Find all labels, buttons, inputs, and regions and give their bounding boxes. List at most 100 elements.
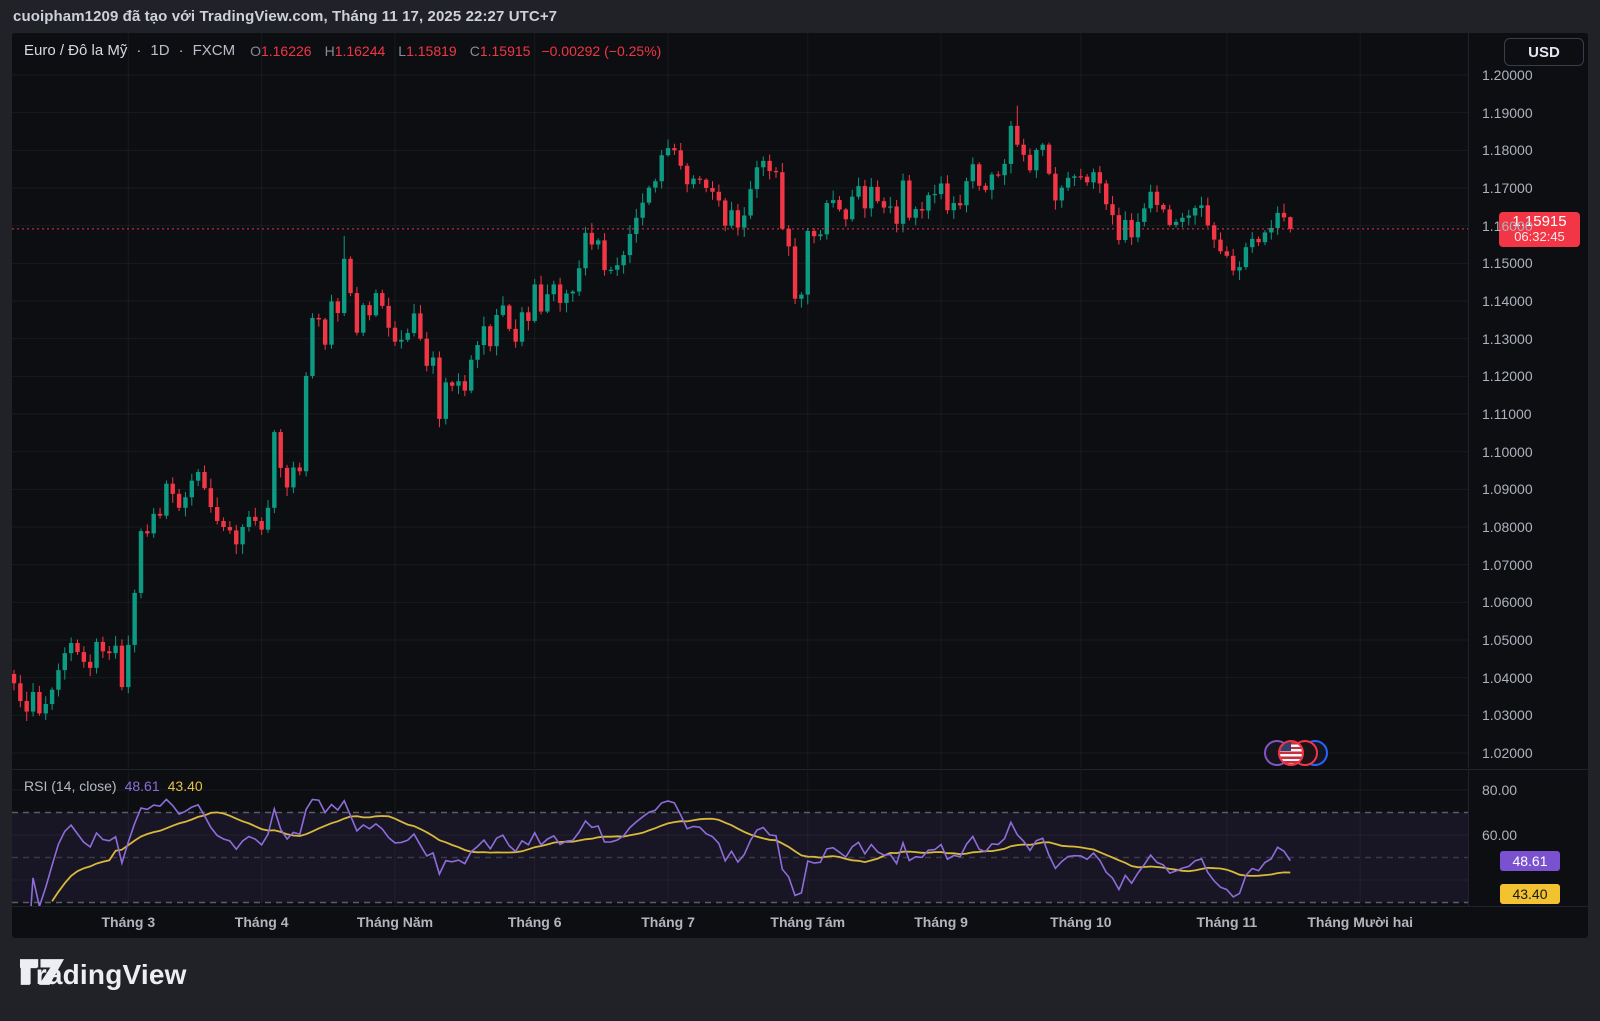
candle-body	[1148, 191, 1153, 209]
candle-body	[380, 293, 385, 306]
last-price-value: 1.15915	[1512, 212, 1567, 230]
candle-body	[869, 186, 874, 209]
price-tick-label: 1.07000	[1482, 556, 1533, 573]
candle-body	[430, 357, 436, 366]
candle-body	[462, 381, 468, 391]
candle-body	[697, 178, 702, 180]
candle-body	[68, 643, 74, 654]
candle-body	[634, 217, 639, 234]
price-tick-label: 1.06000	[1482, 594, 1533, 611]
attribution-bar: cuoipham1209 đã tạo với TradingView.com,…	[0, 0, 1600, 33]
candle-body	[500, 305, 506, 315]
candles-layer	[12, 105, 1293, 721]
candlestick-chart[interactable]	[12, 33, 1468, 768]
candle-body	[786, 228, 791, 247]
candle-body	[469, 359, 474, 391]
rsi-ma-value-badge: 43.40	[1500, 884, 1560, 905]
candle-body	[761, 160, 766, 168]
candle-body	[322, 319, 328, 345]
price-tick-label: 1.13000	[1482, 330, 1533, 347]
price-tick-label: 1.12000	[1482, 368, 1533, 385]
candle-body	[234, 530, 239, 545]
candle-body	[392, 327, 398, 342]
candle-body	[862, 186, 868, 209]
candle-body	[1110, 204, 1115, 216]
candle-body	[183, 497, 188, 508]
candle-body	[665, 148, 671, 156]
candle-body	[399, 339, 404, 342]
candle-body	[602, 240, 607, 271]
candle-body	[1084, 176, 1090, 183]
candle-body	[56, 670, 61, 690]
candle-body	[1161, 204, 1166, 210]
ohlc-item: L1.15819	[398, 42, 457, 59]
candle-body	[1262, 232, 1268, 243]
candle-body	[329, 301, 334, 345]
candle-body	[88, 661, 93, 668]
candle-body	[970, 164, 976, 182]
candle-body	[735, 210, 741, 228]
candle-body	[907, 180, 912, 218]
candle-body	[945, 183, 950, 211]
ohlc-item: C1.15915	[469, 42, 531, 59]
candle-body	[1231, 255, 1236, 271]
candle-body	[1034, 149, 1039, 171]
main-chart-pane[interactable]: Euro / Đô la Mỹ · 1D · FXCM O1.16226 H1.1…	[12, 33, 1468, 768]
candle-body	[49, 689, 55, 705]
candle-body	[748, 189, 753, 216]
candle-body	[1186, 215, 1191, 218]
rsi-value: 48.61	[124, 778, 160, 794]
candle-body	[221, 520, 226, 528]
month-label: Tháng 4	[234, 914, 289, 930]
candle-body	[94, 641, 99, 668]
us-flag-icon[interactable]	[1278, 740, 1304, 766]
time-scale[interactable]: Tháng 3 Tháng 4 Tháng Năm Tháng 6 Tháng 7 Thá…	[12, 906, 1468, 938]
rsi-plot[interactable]	[12, 770, 1468, 906]
candle-body	[113, 645, 118, 654]
candle-body	[1256, 238, 1261, 243]
candle-body	[1237, 267, 1242, 271]
candle-body	[354, 293, 360, 333]
candle-body	[957, 203, 963, 206]
economic-event-markers[interactable]	[1264, 739, 1334, 767]
candle-body	[913, 209, 918, 218]
pane-separator[interactable]	[12, 769, 1588, 770]
candle-body	[894, 206, 899, 224]
rsi-value-badge: 48.61	[1500, 850, 1560, 871]
candle-body	[75, 643, 80, 653]
candle-body	[996, 174, 1001, 176]
candle-body	[62, 653, 67, 671]
rsi-scale[interactable]: 48.61 43.40 80.00 60.00	[1468, 770, 1588, 906]
candle-body	[284, 467, 290, 488]
candle-body	[456, 381, 461, 386]
price-tick-label: 1.17000	[1482, 180, 1533, 196]
candle-body	[729, 210, 734, 226]
candle-body	[964, 181, 969, 206]
candle-body	[145, 531, 150, 534]
rsi-pane[interactable]: RSI (14, close) 48.61 43.40	[12, 770, 1468, 906]
tradingview-logo[interactable]: TradingView	[20, 959, 187, 991]
candle-body	[12, 673, 17, 684]
separator-dot: ·	[178, 42, 184, 59]
candle-body	[888, 206, 893, 208]
candle-body	[475, 345, 480, 360]
candle-body	[437, 357, 442, 419]
rsi-ma-line	[51, 811, 1291, 902]
candle-body	[507, 305, 512, 329]
candle-body	[684, 165, 690, 185]
currency-toggle-button[interactable]: USD	[1504, 38, 1584, 66]
candle-body	[342, 258, 347, 314]
candle-body	[246, 516, 252, 528]
candle-body	[1281, 212, 1287, 218]
price-scale[interactable]: USD 1.15915 06:32:45 1.20000 1.19000 1.180…	[1468, 33, 1588, 768]
candle-body	[37, 691, 42, 714]
candle-body	[411, 313, 417, 334]
candle-body	[240, 527, 245, 545]
candle-body	[488, 326, 493, 347]
rsi-tick-label: 60.00	[1482, 827, 1518, 843]
candle-body	[1104, 183, 1109, 205]
candle-body	[227, 527, 233, 531]
candle-body	[316, 317, 321, 320]
candle-body	[799, 294, 804, 299]
month-label: Tháng 3	[101, 914, 156, 930]
